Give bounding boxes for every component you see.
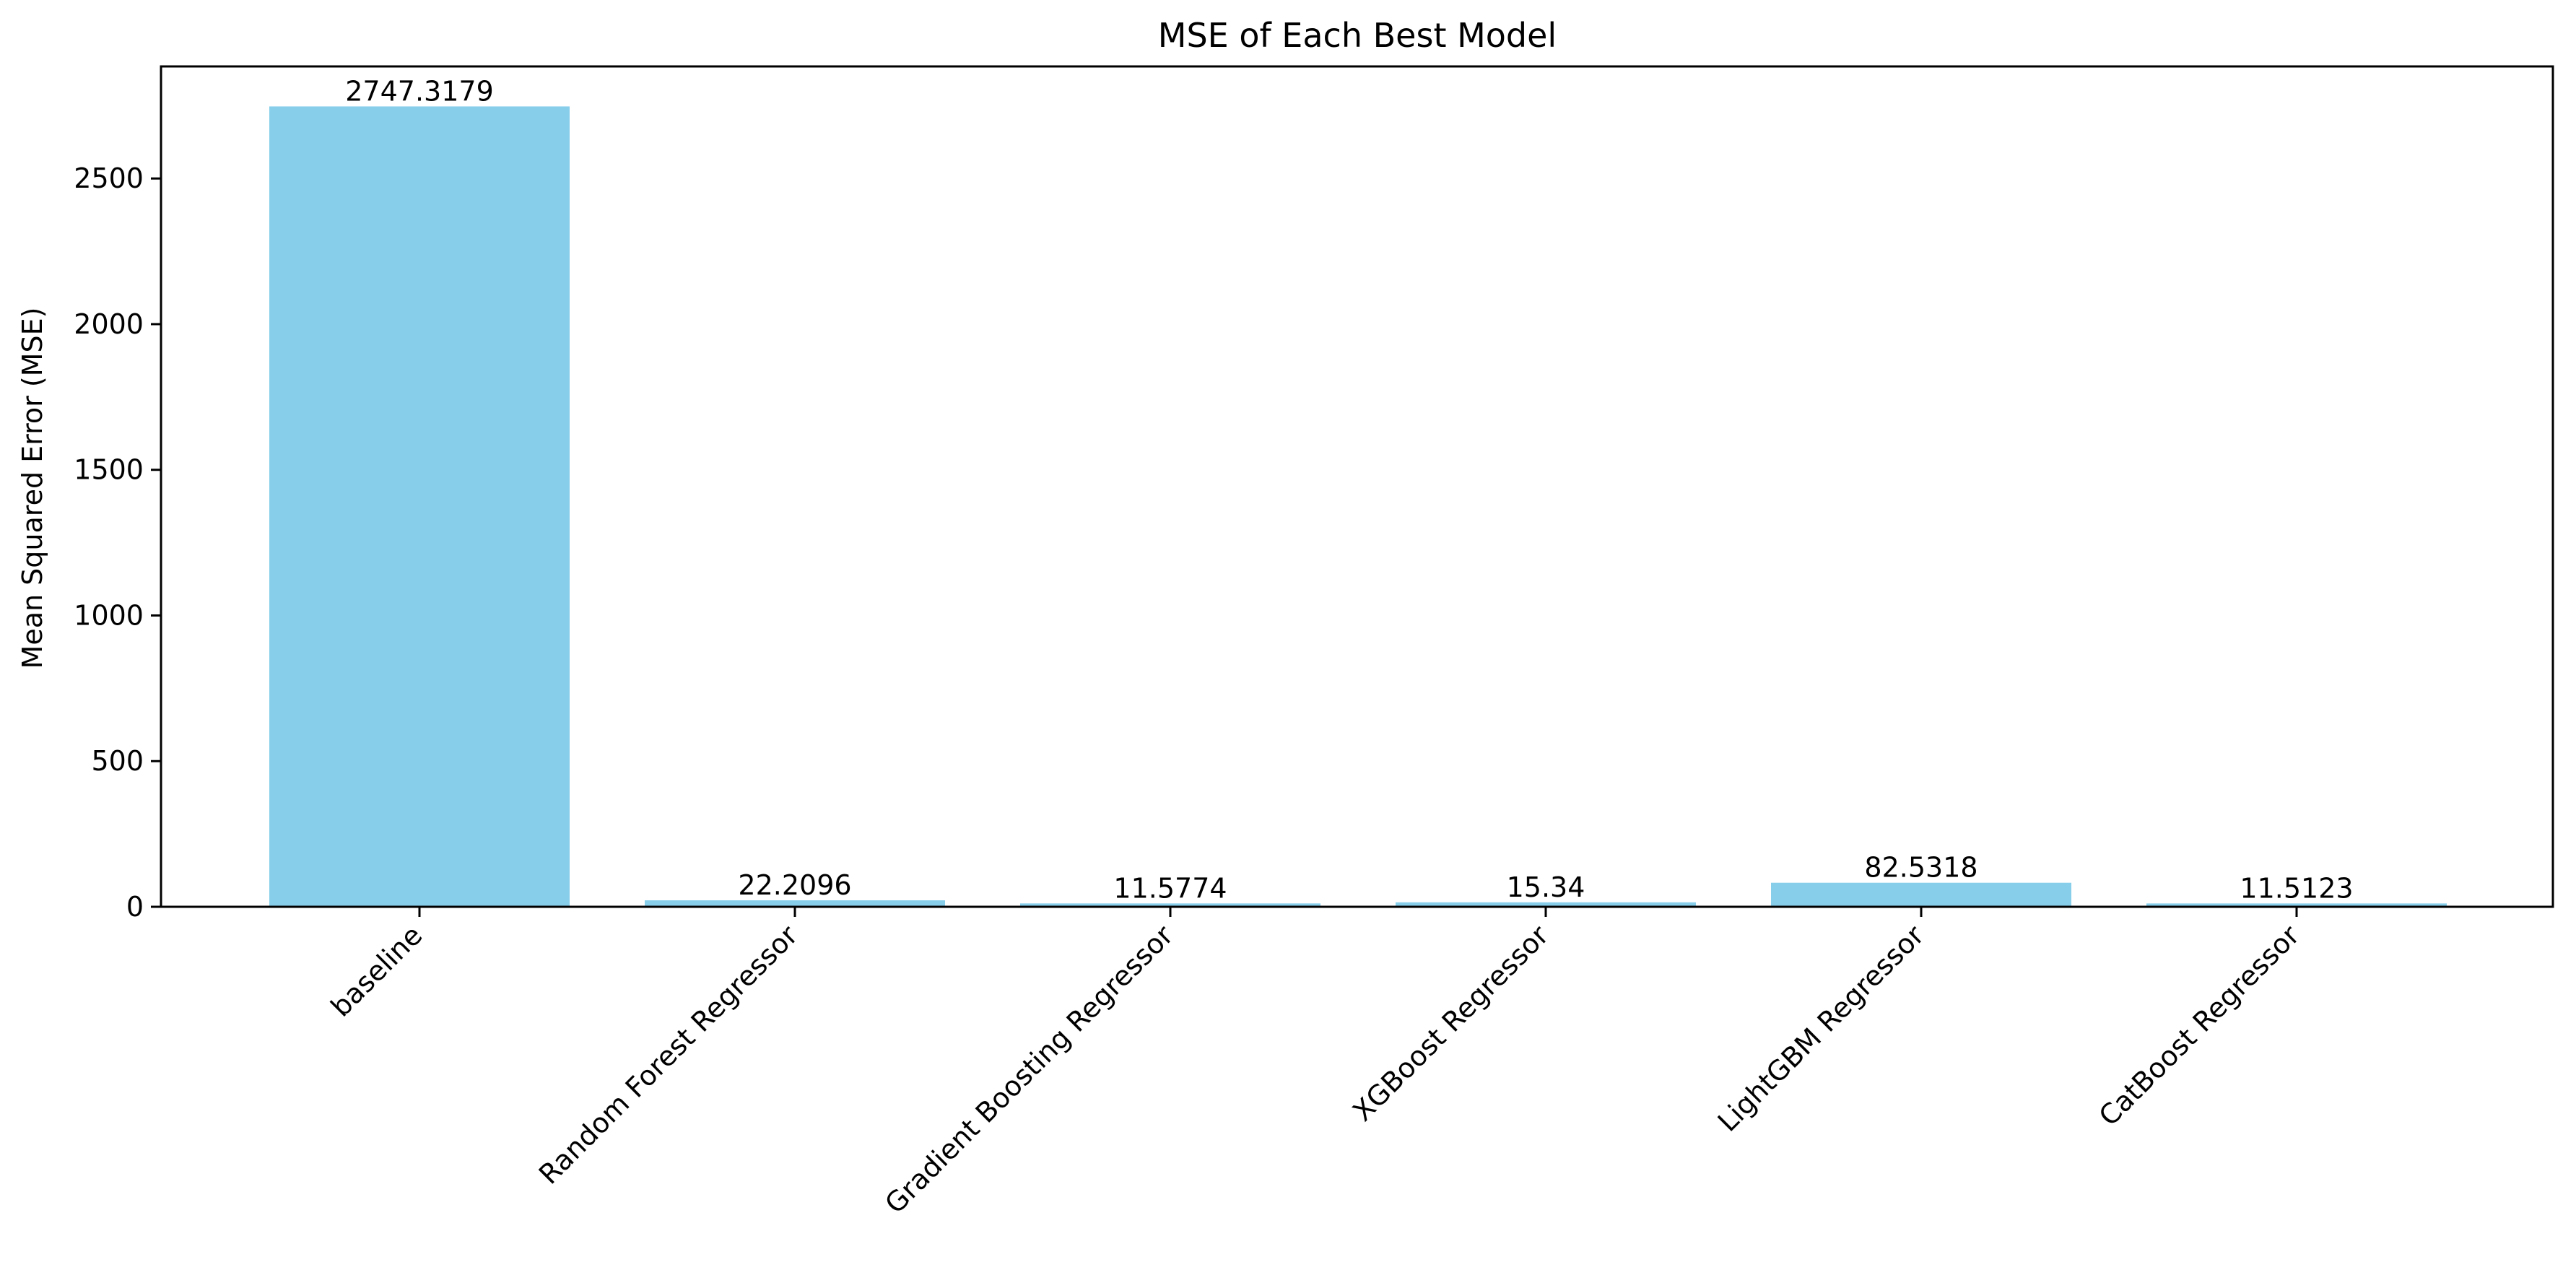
bar-1 <box>645 900 945 907</box>
data-label-2: 11.5774 <box>1113 872 1227 904</box>
x-tick-label-1: Random Forest Regressor <box>533 919 804 1191</box>
bar-4 <box>1771 882 2071 907</box>
bar-3 <box>1396 902 1696 907</box>
data-labels-layer: 2747.3179 22.2096 11.5774 15.34 82.5318 11.51… <box>345 75 2353 904</box>
bar-2 <box>1020 903 1320 907</box>
bars-layer <box>269 106 2447 907</box>
chart-title: MSE of Each Best Model <box>1158 16 1557 55</box>
x-tick-label-5: CatBoost Regressor <box>2093 919 2306 1132</box>
data-label-0: 2747.3179 <box>345 75 494 107</box>
data-label-5: 11.5123 <box>2240 872 2353 904</box>
y-tick-label-3: 1500 <box>74 454 144 486</box>
bar-0 <box>269 106 570 907</box>
y-axis: 0 500 1000 1500 2000 2500 <box>74 162 161 923</box>
x-tick-label-0: baseline <box>325 919 429 1023</box>
y-tick-label-4: 2000 <box>74 308 144 340</box>
y-tick-label-0: 0 <box>126 891 144 923</box>
y-tick-label-1: 500 <box>91 745 144 777</box>
x-tick-label-2: Gradient Boosting Regressor <box>879 919 1179 1219</box>
x-tick-label-4: LightGBM Regressor <box>1712 919 1931 1138</box>
x-tick-label-3: XGBoost Regressor <box>1346 919 1555 1128</box>
data-label-3: 15.34 <box>1507 871 1585 903</box>
bar-5 <box>2146 903 2447 907</box>
data-label-1: 22.2096 <box>738 869 851 901</box>
data-label-4: 82.5318 <box>1864 852 1977 884</box>
x-axis: baseline Random Forest Regressor Gradient … <box>325 907 2306 1219</box>
plot-frame <box>160 65 2554 908</box>
y-tick-label-2: 1000 <box>74 599 144 631</box>
y-axis-label: Mean Squared Error (MSE) <box>17 308 48 669</box>
y-tick-label-5: 2500 <box>74 162 144 194</box>
